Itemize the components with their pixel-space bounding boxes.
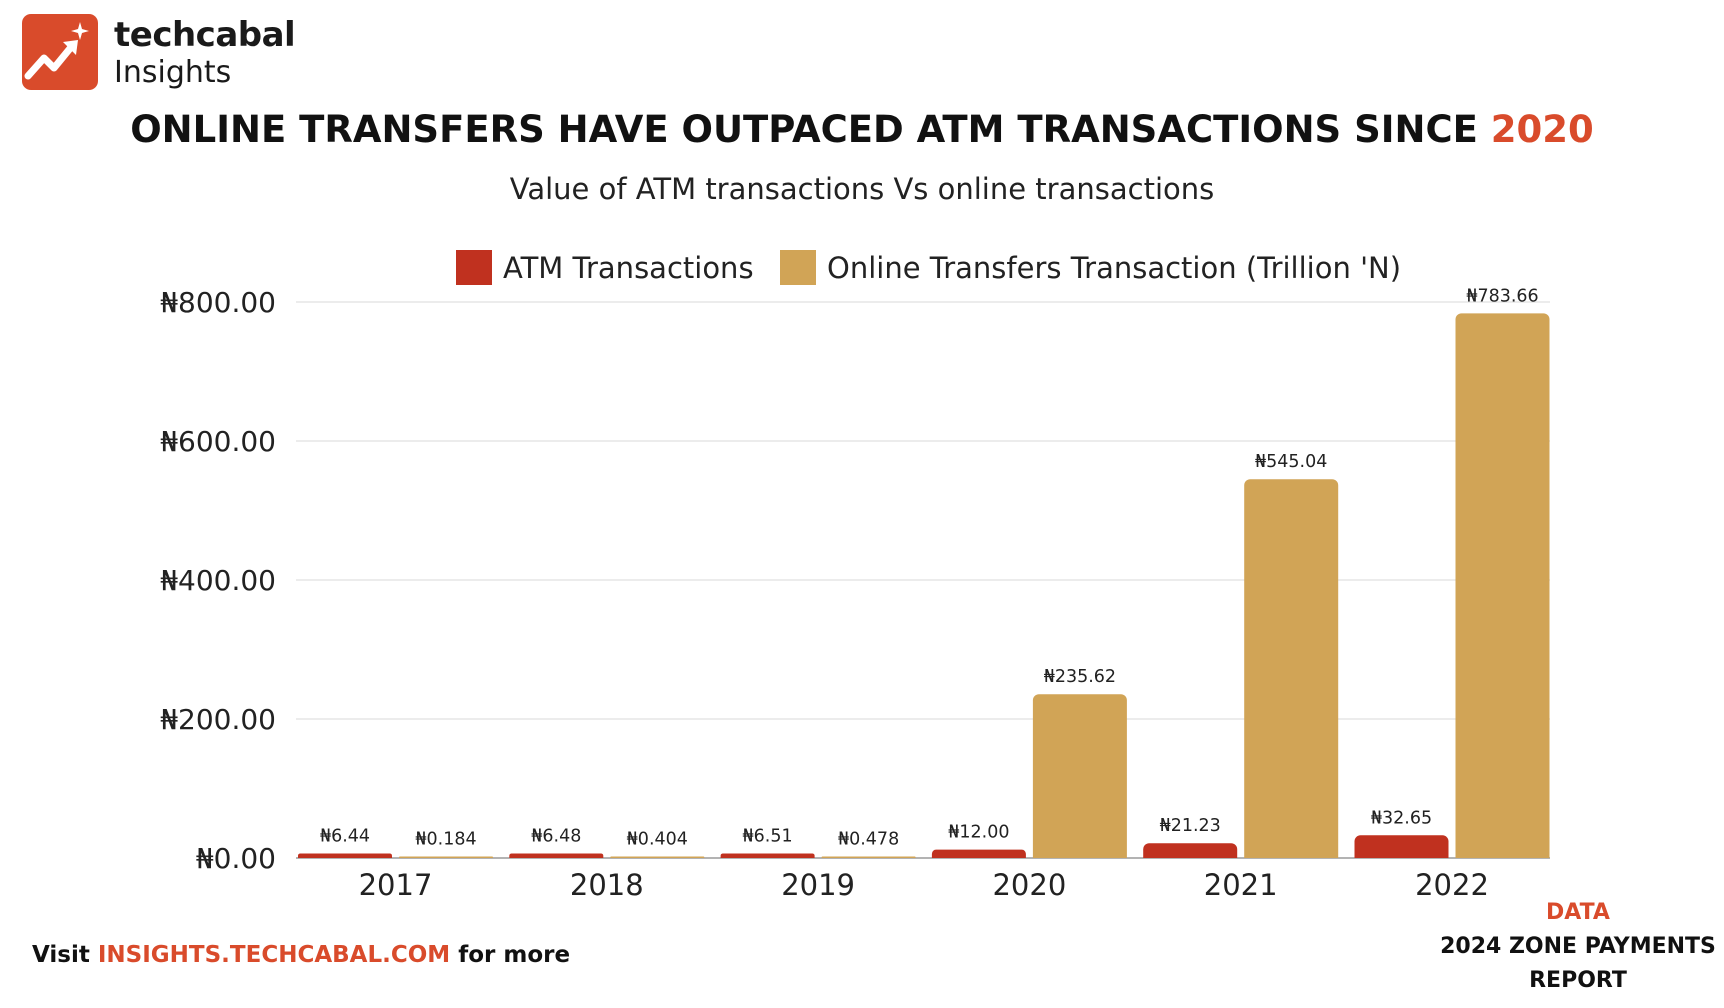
y-tick-label: ₦600.00: [160, 425, 276, 458]
data-label: ₦6.51: [743, 826, 793, 846]
y-tick-label: ₦200.00: [160, 703, 276, 736]
atm-bar: [1143, 843, 1238, 858]
atm-bar: [298, 853, 392, 858]
online-bar: [399, 856, 493, 858]
footer-link[interactable]: INSIGHTS.TECHCABAL.COM: [97, 942, 451, 968]
brand-sub: Insights: [114, 55, 232, 90]
data-label: ₦783.66: [1466, 286, 1538, 306]
online-bar: [1244, 479, 1339, 858]
legend-swatch-online: [780, 250, 816, 285]
y-tick-label: ₦0.00: [196, 842, 276, 875]
atm-bar: [931, 849, 1026, 858]
y-tick-label: ₦400.00: [160, 564, 276, 597]
data-label: ₦0.478: [838, 830, 899, 850]
brand-logo: techcabal Insights: [22, 14, 296, 90]
legend-label-atm: ATM Transactions: [503, 251, 754, 285]
atm-bar: [720, 853, 815, 858]
data-label: ₦32.65: [1371, 808, 1432, 828]
data-label: ₦12.00: [948, 823, 1009, 843]
y-tick-label: ₦800.00: [160, 286, 276, 319]
chart-title-highlight: 2020: [1490, 108, 1594, 151]
atm-bar: [1354, 835, 1449, 858]
footer-visit: Visit INSIGHTS.TECHCABAL.COM for more: [32, 942, 570, 968]
data-source: DATA 2024 ZONE PAYMENTS REPORT: [1438, 896, 1718, 998]
brand-name: techcabal: [114, 15, 296, 55]
x-tick-label: 2021: [1204, 868, 1278, 902]
legend-swatch-atm: [456, 250, 492, 285]
x-tick-label: 2022: [1415, 868, 1489, 902]
chart-subtitle: Value of ATM transactions Vs online tran…: [509, 172, 1215, 206]
x-tick-label: 2019: [781, 868, 855, 902]
online-bar: [1032, 694, 1127, 858]
data-label: ₦6.48: [531, 826, 581, 846]
x-tick-label: 2017: [359, 868, 433, 902]
online-bar: [821, 856, 916, 858]
online-bar: [1455, 313, 1550, 858]
data-label: ₦0.184: [415, 830, 476, 850]
trend-up-logo-icon: [22, 14, 98, 90]
data-label: ₦545.04: [1255, 452, 1327, 472]
online-bar: [610, 856, 705, 858]
chart-title-main: ONLINE TRANSFERS HAVE OUTPACED ATM TRANS…: [130, 108, 1478, 151]
x-tick-label: 2018: [570, 868, 644, 902]
data-label: ₦235.62: [1044, 667, 1116, 687]
source-line2: REPORT: [1529, 968, 1627, 993]
data-label: ₦6.44: [320, 827, 370, 847]
footer-visit-text: Visit: [32, 942, 90, 968]
data-label: ₦21.23: [1160, 816, 1221, 836]
data-label: ₦0.404: [627, 830, 688, 850]
source-line1: 2024 ZONE PAYMENTS: [1440, 934, 1716, 959]
chart-title: ONLINE TRANSFERS HAVE OUTPACED ATM TRANS…: [0, 108, 1724, 151]
source-label: DATA: [1546, 900, 1610, 925]
x-tick-label: 2020: [992, 868, 1066, 902]
atm-bar: [509, 853, 604, 858]
legend-label-online: Online Transfers Transaction (Trillion '…: [827, 251, 1401, 285]
footer-more-text: for more: [458, 942, 571, 968]
